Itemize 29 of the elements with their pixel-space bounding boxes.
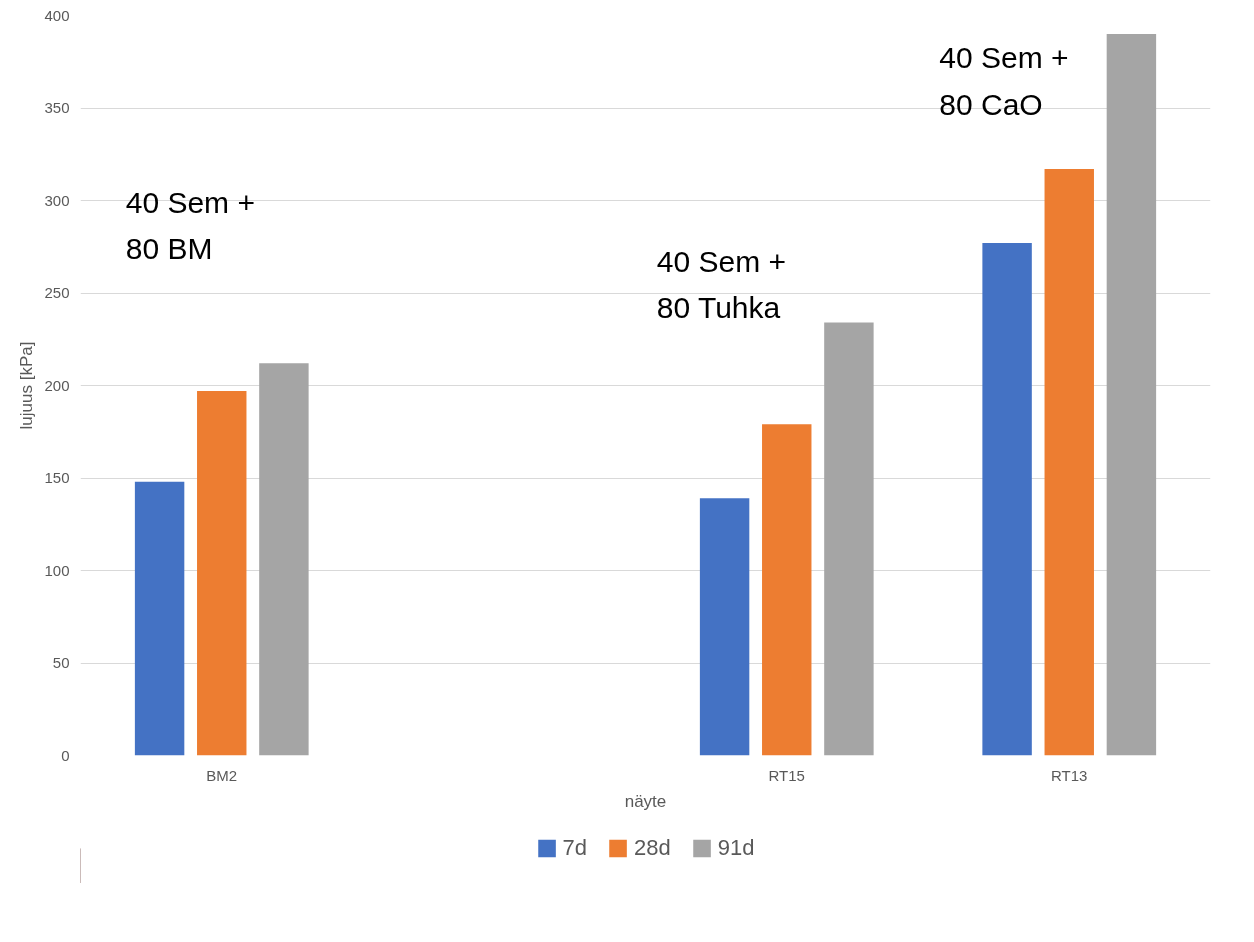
y-tick-label: 250 xyxy=(44,284,70,301)
annotation: 40 Sem + 80 Tuhka xyxy=(656,244,787,325)
x-tick-label: RT15 xyxy=(768,766,805,784)
y-tick-label: 400 xyxy=(44,6,70,24)
bar xyxy=(197,391,247,756)
annotation: 40 Sem + 80 CaO xyxy=(939,41,1069,121)
bar xyxy=(1044,169,1094,756)
x-tick-label: BM2 xyxy=(206,766,238,784)
y-tick-label: 150 xyxy=(44,469,70,486)
x-tick-label: RT13 xyxy=(1051,766,1088,784)
y-tick-label: 200 xyxy=(44,376,70,394)
y-tick-label: 50 xyxy=(52,654,70,671)
y-axis-title: lujuus [kPa] xyxy=(17,341,37,430)
y-tick-label: 300 xyxy=(44,191,70,209)
y-tick-label: 100 xyxy=(44,561,70,579)
legend-label: 7d xyxy=(562,835,588,861)
legend-label: 28d xyxy=(634,835,671,861)
bar xyxy=(699,498,750,756)
bar xyxy=(982,243,1032,756)
bar xyxy=(1106,34,1157,756)
bar xyxy=(824,322,874,756)
y-tick-label: 0 xyxy=(61,746,70,764)
x-axis-title: näyte xyxy=(624,791,667,811)
bar xyxy=(762,424,812,756)
y-tick-label: 350 xyxy=(44,99,70,116)
bar xyxy=(134,481,185,756)
annotation: 40 Sem + 80 BM xyxy=(125,185,255,265)
bar xyxy=(259,363,309,756)
legend-label: 91d xyxy=(717,835,755,861)
